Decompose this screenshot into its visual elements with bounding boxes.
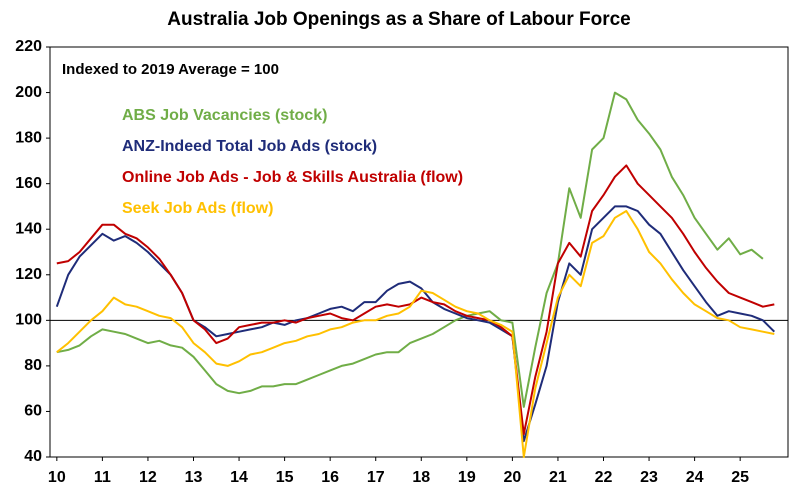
y-tick-label: 140 bbox=[15, 220, 42, 237]
legend-entry: ABS Job Vacancies (stock) bbox=[122, 107, 327, 124]
x-tick-label: 23 bbox=[640, 469, 658, 486]
x-tick-label: 12 bbox=[139, 469, 157, 486]
x-tick-label: 20 bbox=[503, 469, 521, 486]
x-tick-label: 16 bbox=[321, 469, 339, 486]
legend-entry: ANZ-Indeed Total Job Ads (stock) bbox=[122, 138, 377, 155]
x-tick-label: 11 bbox=[94, 469, 111, 486]
y-tick-label: 160 bbox=[15, 175, 42, 192]
annotation: Indexed to 2019 Average = 100 bbox=[62, 61, 279, 78]
x-tick-label: 15 bbox=[276, 469, 294, 486]
x-tick-label: 17 bbox=[367, 469, 385, 486]
plot-area bbox=[49, 46, 789, 458]
y-tick-label: 180 bbox=[15, 129, 42, 146]
y-tick-label: 100 bbox=[15, 312, 42, 329]
x-tick-label: 24 bbox=[686, 469, 704, 486]
legend-entry: Seek Job Ads (flow) bbox=[122, 200, 273, 217]
y-tick-label: 60 bbox=[24, 403, 42, 420]
x-tick-label: 18 bbox=[412, 469, 430, 486]
x-tick-label: 19 bbox=[458, 469, 476, 486]
y-tick-label: 220 bbox=[15, 38, 42, 55]
legend-entry: Online Job Ads - Job & Skills Australia … bbox=[122, 169, 463, 186]
y-tick-label: 200 bbox=[15, 84, 42, 101]
chart-title: Australia Job Openings as a Share of Lab… bbox=[167, 9, 631, 30]
x-tick-label: 22 bbox=[595, 469, 613, 486]
series-line bbox=[56, 164, 775, 436]
x-tick-label: 21 bbox=[549, 469, 567, 486]
x-tick-label: 25 bbox=[731, 469, 749, 486]
y-tick-label: 40 bbox=[24, 448, 42, 465]
x-tick-label: 14 bbox=[230, 469, 248, 486]
series-line bbox=[56, 91, 764, 408]
series-line bbox=[56, 210, 775, 458]
x-tick-label: 10 bbox=[48, 469, 66, 486]
x-tick-label: 13 bbox=[185, 469, 203, 486]
series-line bbox=[55, 205, 776, 443]
y-tick-label: 120 bbox=[15, 266, 42, 283]
y-tick-label: 80 bbox=[24, 357, 42, 374]
